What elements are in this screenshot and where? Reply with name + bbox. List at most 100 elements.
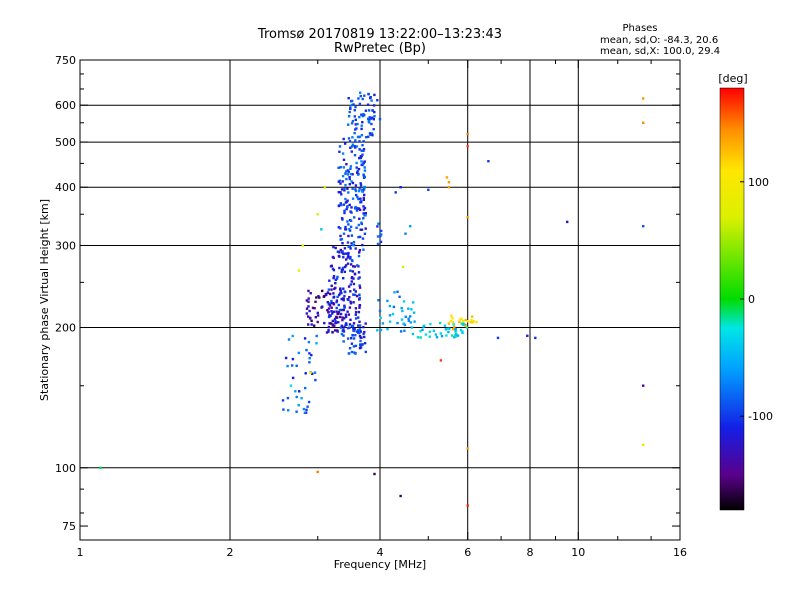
data-point: [287, 409, 290, 412]
data-point: [642, 225, 645, 228]
data-point: [330, 284, 333, 287]
data-point: [359, 200, 363, 203]
data-point: [453, 336, 456, 339]
data-point: [352, 345, 356, 348]
data-point: [362, 162, 365, 166]
data-point: [326, 301, 329, 304]
data-point: [347, 352, 351, 355]
data-point: [404, 315, 407, 318]
data-point: [342, 299, 345, 302]
data-point: [338, 315, 342, 319]
data-point: [363, 94, 366, 97]
data-point: [310, 353, 313, 357]
data-point: [310, 319, 313, 322]
data-point: [358, 328, 362, 331]
data-point: [364, 350, 367, 354]
data-point: [439, 332, 442, 335]
data-point: [464, 318, 467, 322]
data-point: [373, 110, 376, 114]
data-point: [348, 183, 351, 186]
data-point: [310, 323, 313, 326]
data-point: [355, 127, 358, 130]
data-point: [349, 263, 353, 266]
data-point: [534, 336, 537, 340]
data-point: [432, 329, 436, 332]
data-point: [358, 102, 362, 106]
data-point: [317, 295, 320, 298]
data-point: [447, 322, 451, 325]
data-point: [348, 228, 351, 231]
data-point: [308, 317, 312, 320]
data-point: [335, 277, 339, 280]
data-point: [344, 228, 347, 231]
data-point: [356, 122, 359, 126]
data-point: [339, 227, 342, 230]
data-point: [407, 319, 410, 322]
data-point: [347, 223, 350, 226]
data-point: [350, 150, 353, 153]
data-point: [332, 256, 335, 260]
data-point: [360, 113, 363, 116]
data-point: [351, 243, 355, 247]
data-point: [339, 248, 342, 252]
data-point: [347, 97, 350, 100]
data-point: [399, 494, 402, 498]
data-point: [347, 245, 350, 248]
data-point: [350, 234, 354, 237]
data-point: [364, 109, 368, 112]
data-point: [307, 315, 310, 318]
data-point: [358, 346, 362, 350]
data-point: [362, 174, 365, 177]
data-point: [349, 165, 353, 168]
data-point: [343, 317, 346, 320]
data-point: [388, 320, 392, 323]
data-point: [348, 229, 352, 232]
data-point: [358, 148, 361, 151]
data-point: [402, 322, 405, 325]
data-point: [376, 99, 379, 102]
data-point: [454, 330, 457, 333]
data-point: [342, 166, 345, 169]
data-point: [337, 204, 341, 207]
data-point: [343, 265, 347, 269]
data-point: [342, 287, 345, 290]
data-point: [454, 329, 458, 332]
data-point: [350, 337, 353, 340]
data-point: [354, 207, 357, 210]
data-point: [349, 225, 353, 228]
data-point: [339, 234, 342, 238]
data-point: [330, 288, 333, 291]
data-point: [342, 256, 345, 259]
data-point: [362, 212, 365, 215]
data-point: [347, 191, 350, 194]
data-point: [453, 328, 457, 331]
data-point: [341, 266, 345, 270]
data-point: [642, 97, 645, 100]
data-point: [642, 384, 645, 387]
data-point: [354, 247, 357, 250]
data-point: [357, 254, 361, 258]
data-point: [367, 135, 370, 138]
data-point: [291, 357, 295, 361]
data-point: [337, 312, 340, 316]
data-point: [314, 378, 317, 382]
data-point: [360, 188, 364, 191]
data-point: [352, 265, 355, 268]
data-point: [316, 311, 319, 315]
data-point: [352, 293, 355, 296]
data-point: [344, 323, 347, 327]
data-point: [445, 334, 448, 337]
data-point: [357, 197, 360, 201]
data-point: [354, 188, 357, 191]
data-point: [340, 217, 344, 220]
data-point: [305, 299, 308, 302]
data-point: [342, 334, 345, 337]
data-point: [327, 288, 330, 291]
data-point: [354, 307, 358, 310]
data-point: [361, 243, 364, 247]
data-point: [354, 334, 357, 337]
data-point: [320, 228, 323, 231]
data-point: [351, 136, 354, 139]
data-point: [355, 166, 358, 169]
